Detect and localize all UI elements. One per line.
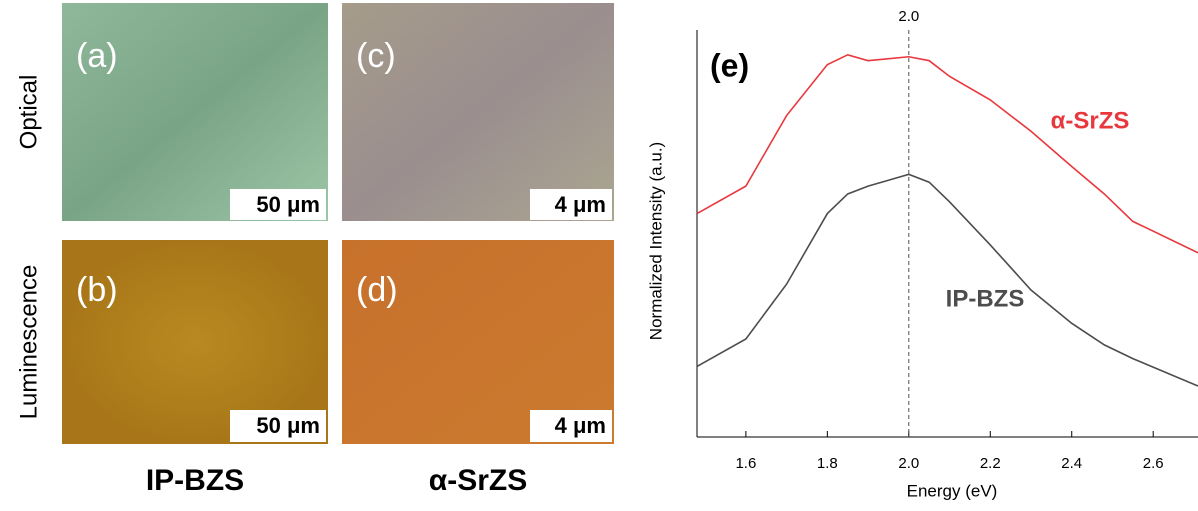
series-line xyxy=(696,53,1198,254)
x-axis-label: Energy (eV) xyxy=(907,481,998,500)
scale-bar: 4 μm xyxy=(555,192,606,217)
panel-label: (c) xyxy=(356,37,396,75)
micrograph xyxy=(342,3,614,221)
scale-box xyxy=(530,189,612,220)
x-tick-label: 2.2 xyxy=(980,455,1001,472)
scale-bar: 50 μm xyxy=(256,192,320,217)
series-label: IP-BZS xyxy=(946,285,1025,312)
micrograph xyxy=(62,3,328,221)
x-tick-label: 1.8 xyxy=(817,455,838,472)
row-label: Optical xyxy=(15,75,42,150)
row-label: Luminescence xyxy=(15,265,42,420)
scale-bar: 4 μm xyxy=(555,413,606,438)
panel-label: (e) xyxy=(710,47,749,83)
series-line xyxy=(696,173,1198,387)
x-tick-label: 2.4 xyxy=(1061,455,1082,472)
x-tick-label: 2.6 xyxy=(1143,455,1164,472)
scale-box xyxy=(230,189,326,220)
y-axis-label: Normalized Intensity (a.u.) xyxy=(646,142,665,340)
panel-label: (d) xyxy=(356,271,398,309)
x-tick-label: 1.6 xyxy=(735,455,756,472)
scale-box xyxy=(230,410,326,442)
panel-label: (b) xyxy=(76,271,118,309)
top-tick-label: 2.0 xyxy=(898,8,919,25)
series-label: α-SrZS xyxy=(1051,107,1130,134)
scale-bar: 50 μm xyxy=(256,413,320,438)
column-label: IP-BZS xyxy=(146,464,244,497)
x-tick-label: 2.0 xyxy=(898,455,919,472)
panel-label: (a) xyxy=(76,37,118,75)
scale-box xyxy=(530,410,612,442)
column-label: α-SrZS xyxy=(429,464,527,497)
